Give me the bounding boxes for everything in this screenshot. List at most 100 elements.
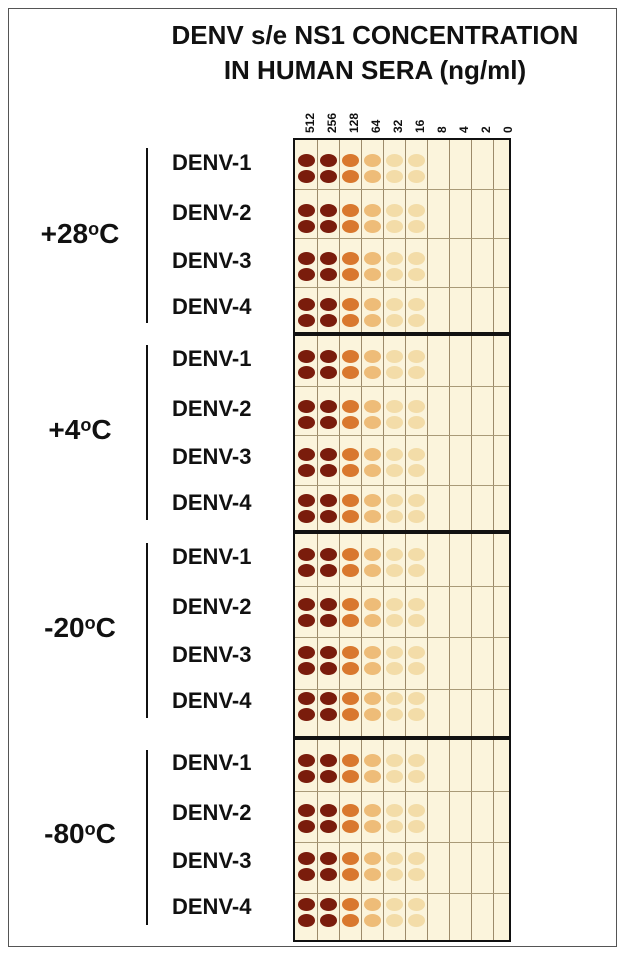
sample-dot <box>342 298 359 311</box>
sample-dot <box>342 914 359 927</box>
sample-dot <box>364 416 381 429</box>
sample-dot <box>386 416 403 429</box>
sample-dot <box>342 510 359 523</box>
sample-dot <box>386 170 403 183</box>
sample-dot <box>320 252 337 265</box>
sample-dot <box>320 494 337 507</box>
sample-dot <box>342 464 359 477</box>
sample-dot <box>408 510 425 523</box>
plate-grid-line <box>361 534 362 736</box>
sample-dot <box>320 170 337 183</box>
sample-dot <box>342 448 359 461</box>
sample-dot <box>386 692 403 705</box>
sample-dot <box>298 820 315 833</box>
sample-dot <box>320 898 337 911</box>
plate-grid-line <box>295 238 509 239</box>
sample-dot <box>320 510 337 523</box>
sample-dot <box>386 804 403 817</box>
sample-dot <box>320 820 337 833</box>
concentration-label-text: 2 <box>479 126 493 133</box>
sample-dot <box>342 852 359 865</box>
plate-grid-line <box>383 336 384 530</box>
sample-dot <box>386 314 403 327</box>
plate-grid-line <box>471 336 472 530</box>
plate-panel <box>293 138 511 334</box>
sample-dot <box>386 548 403 561</box>
serotype-label: DENV-1 <box>172 150 252 175</box>
concentration-label-text: 512 <box>303 112 317 133</box>
sample-dot <box>386 708 403 721</box>
sample-dot <box>298 754 315 767</box>
sample-dot <box>342 804 359 817</box>
sample-dot <box>386 366 403 379</box>
sample-dot <box>364 170 381 183</box>
sample-dot <box>320 448 337 461</box>
sample-dot <box>342 708 359 721</box>
plate-grid-line <box>361 336 362 530</box>
plate-grid-line <box>383 534 384 736</box>
sample-dot <box>298 510 315 523</box>
plate-grid-line <box>427 336 428 530</box>
sample-dot <box>342 614 359 627</box>
concentration-label: 128 <box>342 100 361 136</box>
plate-grid-line <box>361 140 362 332</box>
concentration-label-text: 0 <box>501 126 515 133</box>
sample-dot <box>320 564 337 577</box>
plate-grid-line <box>383 140 384 332</box>
plate-grid-line <box>339 140 340 332</box>
plate-grid-line <box>427 534 428 736</box>
sample-dot <box>386 448 403 461</box>
plate-grid-line <box>449 140 450 332</box>
plate-grid-line <box>295 893 509 894</box>
sample-dot <box>386 400 403 413</box>
sample-dot <box>386 898 403 911</box>
sample-dot <box>408 154 425 167</box>
sample-dot <box>298 204 315 217</box>
sample-dot <box>320 268 337 281</box>
concentration-label: 0 <box>496 100 515 136</box>
sample-dot <box>364 614 381 627</box>
plate-grid-line <box>427 740 428 940</box>
sample-dot <box>364 204 381 217</box>
concentration-label: 32 <box>386 100 405 136</box>
serotype-label: DENV-4 <box>172 894 252 919</box>
plate-panel <box>293 738 511 942</box>
plate-grid-line <box>405 140 406 332</box>
sample-dot <box>408 252 425 265</box>
sample-dot <box>408 220 425 233</box>
sample-dot <box>320 598 337 611</box>
plate-grid-line <box>339 336 340 530</box>
plate-panel <box>293 334 511 532</box>
serotype-label: DENV-2 <box>172 800 252 825</box>
sample-dot <box>408 564 425 577</box>
serotype-label: DENV-4 <box>172 294 252 319</box>
sample-dot <box>298 314 315 327</box>
plate-panel <box>293 532 511 738</box>
sample-dot <box>298 170 315 183</box>
sample-dot <box>364 598 381 611</box>
plate-grid-line <box>295 689 509 690</box>
plate-grid-line <box>317 740 318 940</box>
sample-dot <box>386 154 403 167</box>
plate-grid-line <box>295 189 509 190</box>
sample-dot <box>386 614 403 627</box>
sample-dot <box>342 494 359 507</box>
plate-grid-line <box>471 140 472 332</box>
concentration-label-text: 64 <box>369 119 383 133</box>
sample-dot <box>298 598 315 611</box>
sample-dot <box>408 770 425 783</box>
sample-dot <box>298 770 315 783</box>
concentration-label-text: 8 <box>435 126 449 133</box>
sample-dot <box>364 852 381 865</box>
sample-dot <box>386 204 403 217</box>
sample-dot <box>298 852 315 865</box>
sample-dot <box>298 366 315 379</box>
sample-dot <box>408 804 425 817</box>
concentration-label: 8 <box>430 100 449 136</box>
sample-dot <box>342 898 359 911</box>
sample-dot <box>342 598 359 611</box>
sample-dot <box>386 868 403 881</box>
sample-dot <box>298 154 315 167</box>
sample-dot <box>320 400 337 413</box>
plate-grid-line <box>295 287 509 288</box>
